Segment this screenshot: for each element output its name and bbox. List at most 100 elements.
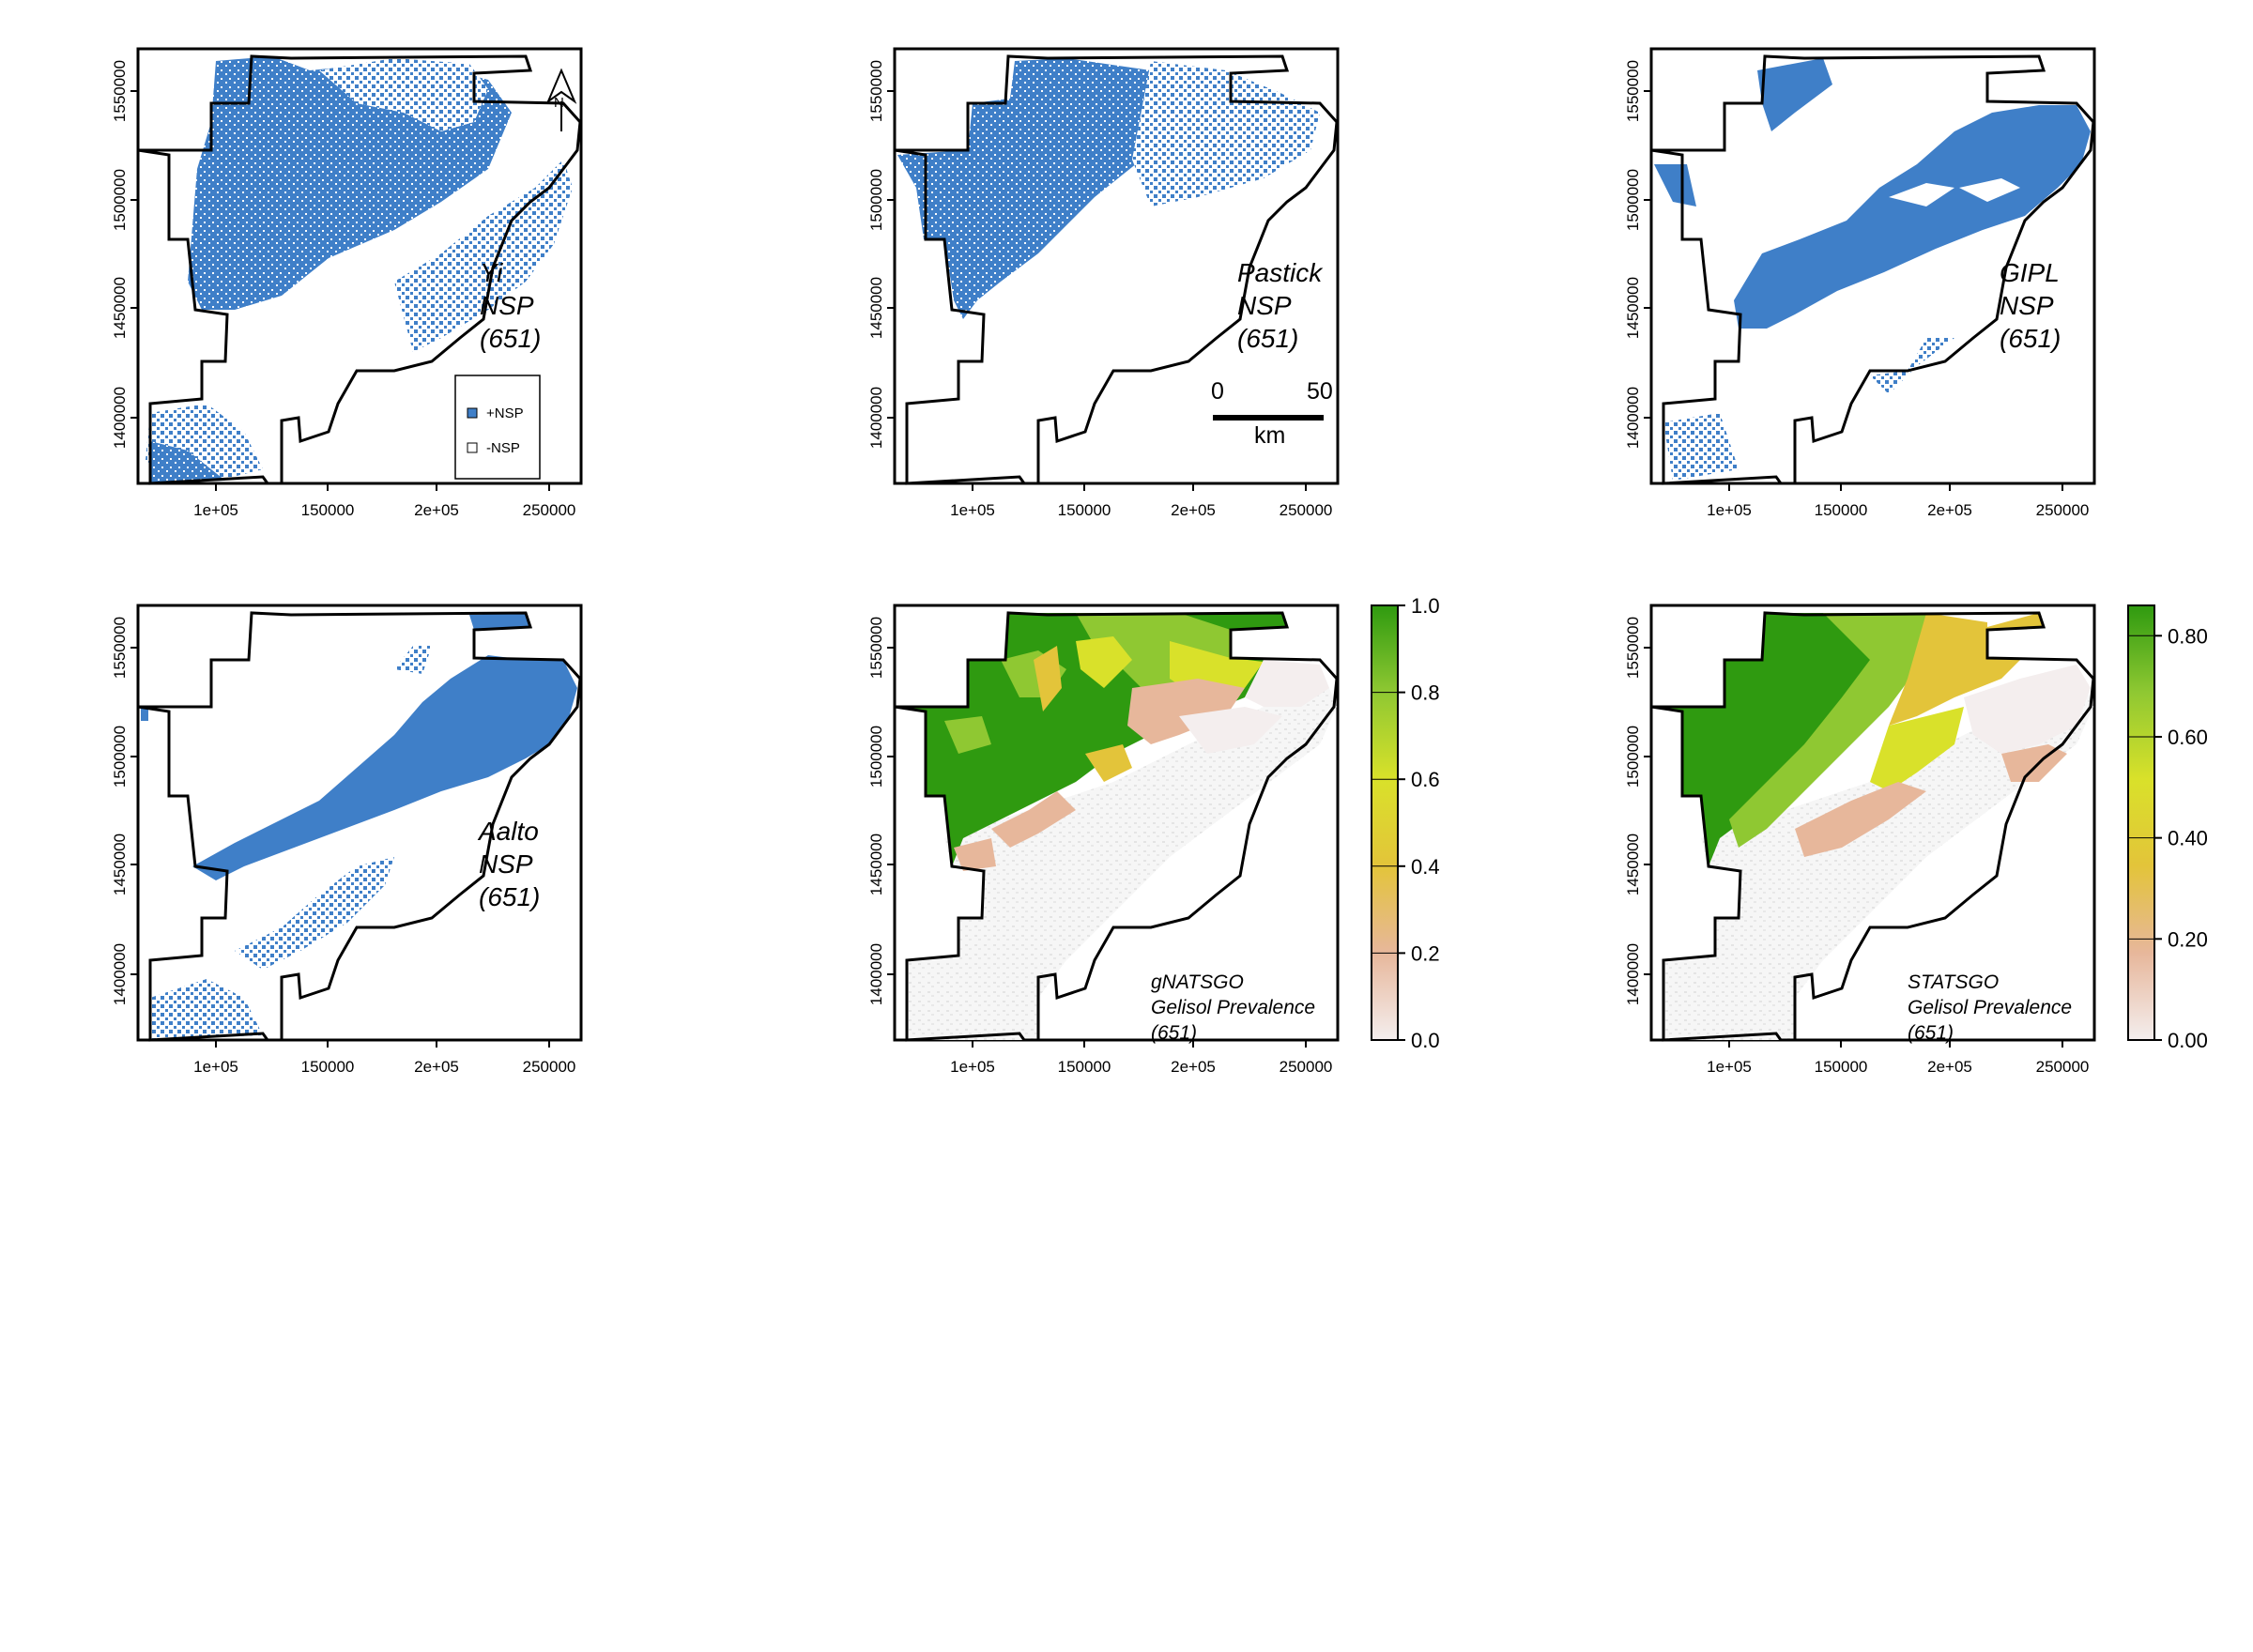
panel-label-line: STATSGO bbox=[1908, 971, 1999, 993]
panel-label: Pastick NSP (651) bbox=[1237, 258, 1324, 353]
north-arrow-label: N bbox=[554, 95, 564, 111]
region-boundary bbox=[894, 54, 1339, 485]
y-tick-label: 1450000 bbox=[867, 277, 885, 339]
legend-swatch-nsp-positive bbox=[467, 407, 478, 419]
panel-label-line: NSP bbox=[1237, 291, 1292, 320]
x-tick-label: 1e+05 bbox=[950, 501, 995, 519]
y-tick-label: 1450000 bbox=[867, 834, 885, 895]
colorbar-tick-label: 0.20 bbox=[2168, 927, 2208, 951]
panel-pastick: Pastick NSP (651) 0 50 km 1e+05 150000 2e+… bbox=[867, 47, 1340, 519]
y-tick-label: 1400000 bbox=[111, 943, 129, 1005]
panel-label-line: Gelisol Prevalence bbox=[1908, 997, 2072, 1018]
axis-ticks: 1e+05 150000 2e+05 250000 1400000 1450000 1500… bbox=[867, 60, 1332, 519]
y-tick-label: 1550000 bbox=[1624, 617, 1642, 679]
panel-label: STATSGO Gelisol Prevalence (651) bbox=[1908, 971, 2072, 1044]
x-tick-label: 250000 bbox=[2036, 501, 2090, 519]
colorbar-tick-label: 0.60 bbox=[2168, 726, 2208, 749]
region-boundary bbox=[1650, 611, 2095, 1042]
x-tick-label: 250000 bbox=[2036, 1058, 2090, 1076]
y-tick-label: 1550000 bbox=[111, 60, 129, 122]
panel-aalto: Aalto NSP (651) 1e+05 150000 2e+05 250000 14… bbox=[111, 604, 583, 1076]
y-tick-label: 1400000 bbox=[1624, 387, 1642, 449]
x-tick-label: 150000 bbox=[1058, 501, 1111, 519]
legend-swatch-nsp-negative bbox=[467, 442, 478, 453]
nsp-coverage-layer bbox=[146, 56, 573, 482]
y-tick-label: 1450000 bbox=[111, 834, 129, 895]
colorbar: 0.00 0.20 0.40 0.60 0.80 bbox=[2127, 604, 2208, 1052]
scalebar-bar bbox=[1213, 415, 1324, 421]
region-boundary bbox=[137, 611, 582, 1042]
panel-label-line: (651) bbox=[479, 882, 540, 911]
panel-label-line: NSP bbox=[479, 849, 533, 879]
panel-label-line: (651) bbox=[1237, 324, 1298, 353]
axis-ticks: 1e+05 150000 2e+05 250000 1400000 1450000 1500… bbox=[111, 617, 575, 1076]
axis-ticks: 1e+05 150000 2e+05 250000 1400000 1450000 1500… bbox=[111, 60, 575, 519]
nsp-coverage-layer bbox=[141, 613, 577, 1039]
scalebar-start-label: 0 bbox=[1211, 378, 1224, 405]
region-boundary bbox=[137, 54, 582, 485]
x-tick-label: 250000 bbox=[523, 1058, 576, 1076]
panel-label-line: (651) bbox=[1908, 1022, 1954, 1044]
x-tick-label: 150000 bbox=[1815, 501, 1868, 519]
x-tick-label: 2e+05 bbox=[1171, 1058, 1216, 1076]
y-tick-label: 1450000 bbox=[1624, 834, 1642, 895]
x-tick-label: 150000 bbox=[1058, 1058, 1111, 1076]
colorbar-tick-label: 0.40 bbox=[2168, 827, 2208, 850]
prevalence-layer bbox=[1651, 613, 2093, 1040]
x-tick-label: 250000 bbox=[1280, 501, 1333, 519]
x-tick-label: 1e+05 bbox=[193, 501, 238, 519]
panel-label: gNATSGO Gelisol Prevalence (651) bbox=[1151, 971, 1315, 1044]
panel-yi: N Yi NSP (651) +NSP -NSP 1e+05 150000 2e+0… bbox=[111, 47, 583, 519]
x-tick-label: 2e+05 bbox=[414, 1058, 459, 1076]
legend: +NSP -NSP bbox=[454, 375, 541, 480]
scalebar-end-label: 50 bbox=[1307, 378, 1333, 405]
axis-ticks: 1e+05 150000 2e+05 250000 1400000 1450000 1500… bbox=[1624, 60, 2089, 519]
legend-box bbox=[454, 375, 541, 480]
panel-label-line: Aalto bbox=[477, 817, 539, 846]
region-boundary bbox=[1650, 54, 2095, 485]
colorbar-tick-label: 0.4 bbox=[1411, 855, 1440, 879]
colorbar-ramp bbox=[1371, 604, 1399, 1041]
x-tick-label: 150000 bbox=[301, 1058, 355, 1076]
panel-statsgo: STATSGO Gelisol Prevalence (651) 0.00 0.2… bbox=[1624, 604, 2208, 1076]
north-arrow-icon bbox=[545, 68, 577, 104]
y-tick-label: 1400000 bbox=[867, 387, 885, 449]
panel-label-line: NSP bbox=[2000, 291, 2054, 320]
panel-label-line: gNATSGO bbox=[1151, 971, 1244, 993]
y-tick-label: 1550000 bbox=[1624, 60, 1642, 122]
y-tick-label: 1400000 bbox=[1624, 943, 1642, 1005]
colorbar-tick-label: 0.00 bbox=[2168, 1029, 2208, 1052]
panel-gipl: GIPL NSP (651) 1e+05 150000 2e+05 250000 140… bbox=[1624, 47, 2096, 519]
y-tick-label: 1450000 bbox=[1624, 277, 1642, 339]
panel-label: GIPL NSP (651) bbox=[2000, 258, 2061, 353]
scalebar-unit-label: km bbox=[1254, 422, 1285, 449]
x-tick-label: 2e+05 bbox=[1927, 1058, 1972, 1076]
y-tick-label: 1500000 bbox=[111, 169, 129, 231]
y-tick-label: 1500000 bbox=[1624, 726, 1642, 788]
colorbar-ramp bbox=[2127, 604, 2155, 1041]
x-tick-label: 1e+05 bbox=[193, 1058, 238, 1076]
y-tick-label: 1500000 bbox=[111, 726, 129, 788]
panel-label-line: Yi bbox=[480, 258, 503, 287]
region-boundary bbox=[894, 611, 1339, 1042]
y-tick-label: 1400000 bbox=[111, 387, 129, 449]
legend-label: +NSP bbox=[486, 405, 524, 421]
north-arrow: N bbox=[545, 68, 577, 131]
x-tick-label: 2e+05 bbox=[1927, 501, 1972, 519]
panel-label-line: Pastick bbox=[1237, 258, 1324, 287]
colorbar-tick-label: 0.80 bbox=[2168, 624, 2208, 648]
x-tick-label: 1e+05 bbox=[950, 1058, 995, 1076]
y-tick-label: 1400000 bbox=[867, 943, 885, 1005]
scalebar: 0 50 km bbox=[1211, 378, 1333, 449]
panel-label-line: GIPL bbox=[2000, 258, 2060, 287]
y-tick-label: 1500000 bbox=[867, 169, 885, 231]
panel-label-line: (651) bbox=[480, 324, 541, 353]
panel-label: Aalto NSP (651) bbox=[477, 817, 540, 911]
panel-label: Yi NSP (651) bbox=[480, 258, 541, 353]
axis-ticks: 1e+05 150000 2e+05 250000 1400000 1450000 1500… bbox=[867, 617, 1332, 1076]
panel-gnatsgo: gNATSGO Gelisol Prevalence (651) 0.00.20… bbox=[867, 594, 1440, 1076]
y-tick-label: 1550000 bbox=[867, 617, 885, 679]
y-tick-label: 1450000 bbox=[111, 277, 129, 339]
colorbar: 0.0 0.2 0.4 0.6 0.8 1.0 bbox=[1371, 594, 1440, 1052]
